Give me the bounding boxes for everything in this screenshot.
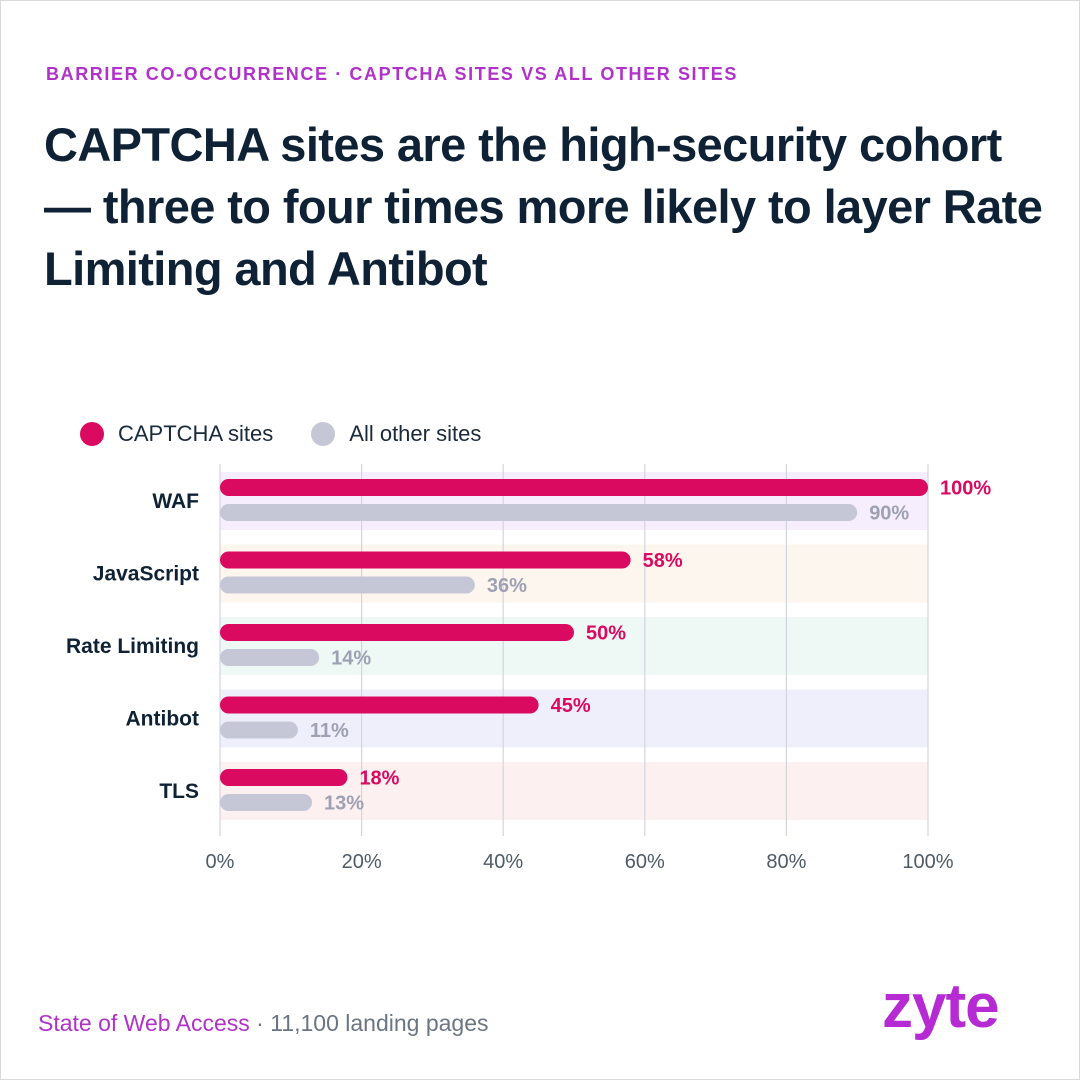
data-label-other-tls: 13% — [324, 793, 364, 815]
bar-other-rate-limiting — [220, 649, 320, 666]
bar-other-tls — [220, 794, 313, 811]
category-label-tls: TLS — [159, 780, 199, 803]
footer-note: 11,100 landing pages — [270, 1010, 489, 1036]
data-label-captcha-tls: 18% — [359, 768, 399, 790]
x-tick-label-5: 100% — [902, 851, 953, 873]
footer: State of Web Access · 11,100 landing pag… — [38, 1010, 489, 1037]
bar-captcha-antibot — [220, 696, 539, 714]
legend-item-other: All other sites — [311, 421, 481, 447]
x-tick-label-0: 0% — [206, 851, 235, 873]
zyte-logo: zyte — [882, 972, 1000, 1041]
x-tick-label-4: 80% — [766, 851, 806, 873]
data-label-captcha-javascript: 58% — [643, 550, 683, 572]
legend-swatch-captcha — [80, 422, 104, 446]
bar-other-antibot — [220, 721, 298, 739]
bar-captcha-rate-limiting — [220, 624, 574, 641]
x-tick-label-2: 40% — [483, 851, 523, 873]
category-label-antibot: Antibot — [126, 708, 199, 731]
bar-captcha-javascript — [220, 551, 631, 569]
data-label-other-antibot: 11% — [310, 720, 349, 742]
bar-other-javascript — [220, 576, 475, 594]
legend-item-captcha: CAPTCHA sites — [80, 421, 273, 447]
data-label-captcha-rate-limiting: 50% — [586, 623, 626, 645]
category-label-rate-limiting: Rate Limiting — [66, 635, 199, 658]
legend-swatch-other — [311, 422, 336, 446]
data-label-captcha-waf: 100% — [940, 478, 991, 500]
eyebrow-label: BARRIER CO-OCCURRENCE · CAPTCHA SITES VS… — [46, 64, 738, 84]
footer-separator: · — [249, 1010, 271, 1036]
headline: CAPTCHA sites are the high-security coho… — [44, 118, 1043, 295]
x-tick-label-1: 20% — [342, 851, 382, 873]
bar-captcha-waf — [220, 479, 928, 496]
data-label-other-waf: 90% — [869, 503, 909, 525]
x-tick-label-3: 60% — [625, 851, 665, 873]
bar-other-waf — [220, 504, 858, 521]
chart-legend: CAPTCHA sites All other sites — [80, 420, 519, 448]
data-label-other-rate-limiting: 14% — [331, 648, 371, 670]
bar-captcha-tls — [220, 769, 348, 786]
data-label-captcha-antibot: 45% — [551, 695, 591, 717]
legend-label-captcha: CAPTCHA sites — [118, 421, 274, 446]
category-label-waf: WAF — [152, 490, 199, 513]
category-label-javascript: JavaScript — [93, 563, 199, 586]
footer-source: State of Web Access — [38, 1010, 250, 1036]
legend-label-other: All other sites — [349, 421, 482, 446]
data-label-other-javascript: 36% — [487, 575, 527, 597]
